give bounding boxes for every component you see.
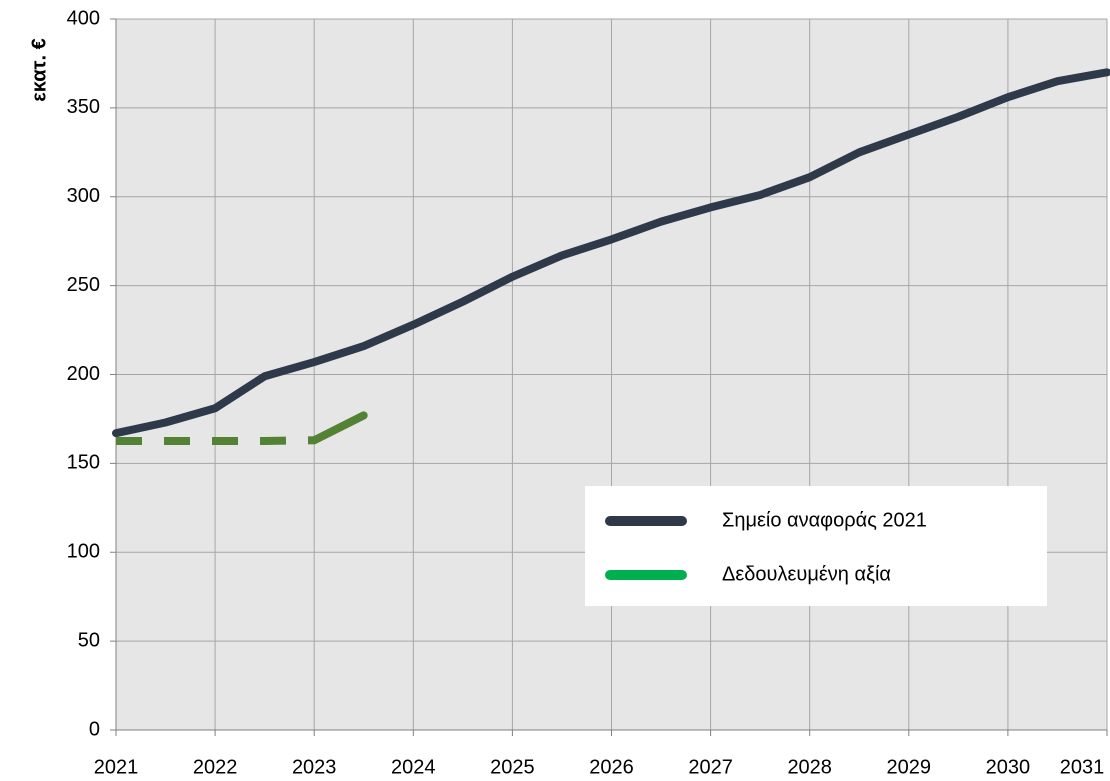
x-tick-label: 2026 — [589, 756, 634, 778]
line-series — [116, 436, 315, 445]
x-tick-label: 2021 — [94, 756, 139, 778]
x-tick-label: 2030 — [986, 756, 1031, 778]
y-tick-label: 200 — [67, 363, 100, 385]
x-tick-label: 2025 — [490, 756, 535, 778]
line-series — [310, 411, 368, 445]
x-tick-label: 2024 — [391, 756, 436, 778]
y-tick-label: 100 — [67, 541, 100, 563]
x-tick-label: 2031 — [1060, 756, 1105, 778]
x-tick-label: 2028 — [787, 756, 832, 778]
legend-label: Δεδουλευμένη αξία — [722, 563, 891, 585]
y-tick-label: 400 — [67, 7, 100, 29]
x-tick-label: 2022 — [193, 756, 238, 778]
y-tick-label: 300 — [67, 185, 100, 207]
y-tick-label: 0 — [89, 718, 100, 740]
legend-label: Σημείο αναφοράς 2021 — [722, 509, 927, 531]
x-tick-label: 2027 — [688, 756, 733, 778]
legend: Σημείο αναφοράς 2021 Δεδουλευμένη αξία — [585, 486, 1047, 606]
y-tick-label: 50 — [78, 629, 100, 651]
y-tick-label: 250 — [67, 274, 100, 296]
y-axis-label: εκατ. € — [28, 38, 50, 101]
y-tick-label: 150 — [67, 452, 100, 474]
line-series — [112, 68, 1110, 438]
y-tick-label: 350 — [67, 96, 100, 118]
x-tick-label: 2029 — [887, 756, 932, 778]
legend-box — [585, 486, 1047, 606]
x-tick-label: 2023 — [292, 756, 337, 778]
